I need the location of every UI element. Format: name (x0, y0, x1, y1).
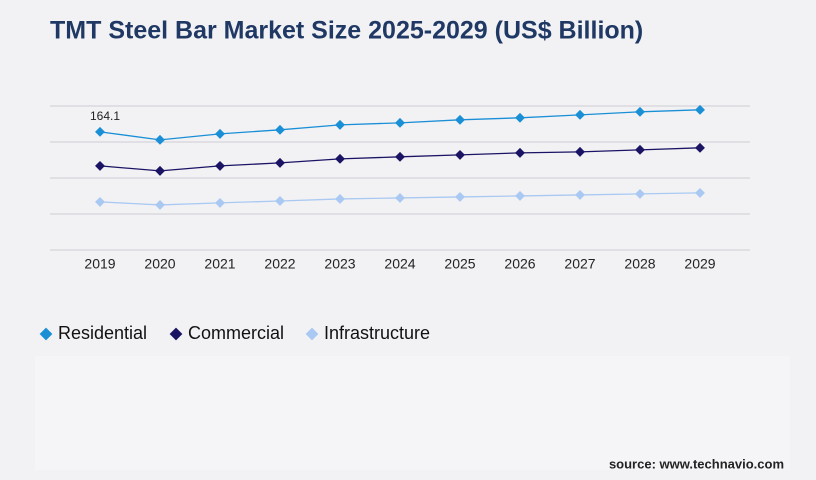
data-point (395, 192, 405, 203)
x-tick-label: 2020 (144, 256, 175, 272)
data-point (575, 146, 585, 157)
data-point (635, 106, 645, 117)
data-point (95, 160, 105, 171)
source: source: www.technavio.com (609, 456, 784, 471)
data-point (695, 187, 705, 198)
data-point (215, 197, 225, 208)
data-point (215, 128, 225, 139)
data-point (575, 109, 585, 120)
x-tick-label: 2027 (564, 256, 595, 272)
x-tick-label: 2025 (444, 256, 475, 272)
data-point (395, 151, 405, 162)
data-point (95, 126, 105, 137)
data-label: 164.1 (90, 109, 120, 123)
legend-marker (169, 327, 183, 341)
data-point (575, 189, 585, 200)
legend-label: Commercial (188, 323, 284, 343)
data-point (335, 194, 345, 204)
legend-marker (305, 327, 319, 341)
data-point (95, 196, 105, 207)
data-point (515, 147, 525, 158)
x-tick-label: 2022 (264, 256, 295, 272)
data-point (155, 199, 165, 210)
x-tick-label: 2024 (384, 256, 415, 272)
legend-label: Infrastructure (324, 323, 430, 343)
legend-label: Residential (58, 323, 147, 343)
data-point (275, 157, 285, 168)
lower-panel (35, 356, 790, 470)
data-point (455, 149, 465, 160)
data-point (515, 112, 525, 123)
data-point (275, 196, 285, 206)
data-point (635, 144, 645, 155)
data-point (155, 134, 165, 145)
x-tick-label: 2029 (684, 256, 715, 272)
x-tick-label: 2019 (84, 256, 115, 272)
data-point (335, 153, 345, 164)
data-point (695, 104, 705, 115)
x-tick-label: 2028 (624, 256, 655, 272)
data-point (455, 191, 465, 202)
legend-marker (39, 327, 53, 341)
data-point (215, 160, 225, 171)
x-tick-label: 2021 (204, 256, 235, 272)
chart-title: TMT Steel Bar Market Size 2025-2029 (US$… (50, 17, 643, 45)
x-tick-label: 2026 (504, 256, 535, 272)
data-point (515, 190, 525, 201)
data-point (635, 188, 645, 199)
data-point (695, 142, 705, 153)
data-point (155, 165, 165, 176)
x-tick-label: 2023 (324, 256, 355, 272)
